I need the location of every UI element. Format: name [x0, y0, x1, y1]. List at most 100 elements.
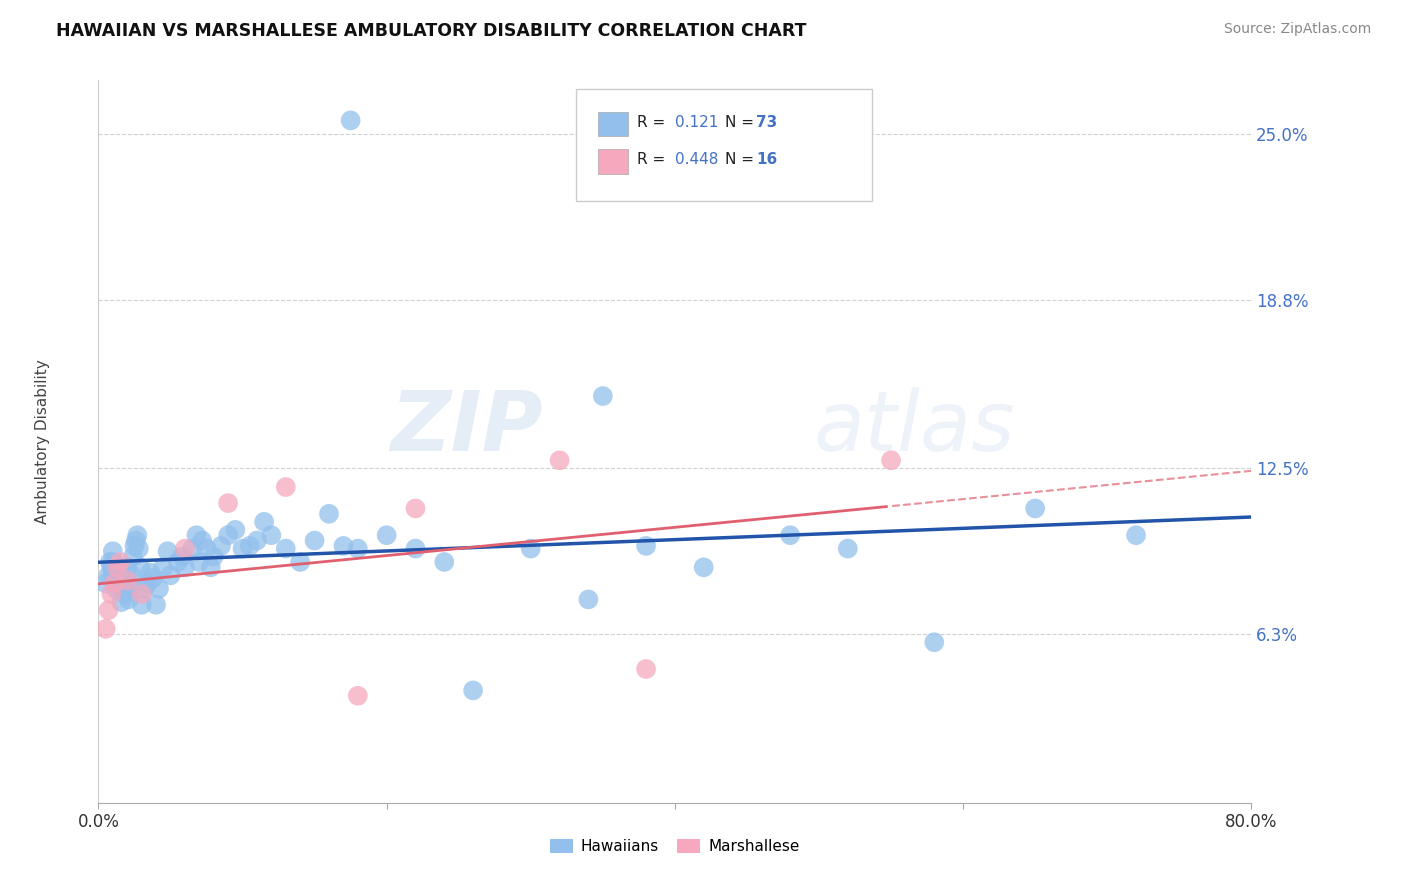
Text: ZIP: ZIP: [389, 386, 543, 467]
Text: 0.121: 0.121: [675, 115, 718, 129]
Point: [101, 555, 124, 569]
Point: [114, 587, 136, 601]
Point: [107, 563, 129, 577]
Point: [97, 568, 120, 582]
Text: Source: ZipAtlas.com: Source: ZipAtlas.com: [1223, 22, 1371, 37]
Point: [520, 541, 543, 556]
Point: [117, 574, 139, 588]
Point: [98, 555, 121, 569]
Point: [174, 560, 197, 574]
Point: [134, 582, 156, 596]
Point: [101, 544, 124, 558]
Text: N =: N =: [725, 153, 759, 167]
Point: [209, 539, 232, 553]
Point: [131, 587, 153, 601]
Point: [108, 555, 131, 569]
Point: [121, 568, 143, 582]
Point: [111, 582, 134, 596]
Point: [142, 571, 165, 585]
Point: [253, 515, 276, 529]
Point: [117, 574, 139, 588]
Point: [118, 592, 141, 607]
Point: [122, 549, 145, 564]
Point: [304, 533, 326, 548]
Point: [195, 541, 218, 556]
Point: [779, 528, 801, 542]
Point: [94, 576, 117, 591]
Point: [103, 576, 125, 591]
Point: [152, 560, 174, 574]
Text: 16: 16: [756, 153, 778, 167]
Point: [339, 113, 361, 128]
Point: [636, 662, 658, 676]
Text: atlas: atlas: [813, 386, 1015, 467]
Point: [260, 528, 283, 542]
Text: 73: 73: [756, 115, 778, 129]
Text: HAWAIIAN VS MARSHALLESE AMBULATORY DISABILITY CORRELATION CHART: HAWAIIAN VS MARSHALLESE AMBULATORY DISAB…: [56, 22, 807, 40]
Point: [217, 496, 239, 510]
Point: [100, 587, 122, 601]
Point: [1024, 501, 1046, 516]
Point: [108, 560, 131, 574]
Point: [139, 566, 162, 580]
Point: [837, 541, 859, 556]
Point: [148, 582, 170, 596]
Point: [94, 622, 117, 636]
Point: [375, 528, 398, 542]
Point: [346, 689, 368, 703]
Point: [128, 541, 150, 556]
Point: [880, 453, 903, 467]
Text: N =: N =: [725, 115, 759, 129]
Point: [101, 566, 124, 580]
Point: [405, 501, 427, 516]
Point: [166, 555, 188, 569]
Point: [145, 598, 167, 612]
Point: [548, 453, 571, 467]
Text: R =: R =: [637, 115, 671, 129]
Point: [290, 555, 312, 569]
Point: [231, 541, 254, 556]
Point: [318, 507, 340, 521]
Point: [112, 576, 135, 591]
Point: [202, 549, 225, 564]
Point: [129, 560, 152, 574]
Point: [461, 683, 484, 698]
Point: [159, 568, 181, 582]
Point: [131, 598, 153, 612]
Point: [120, 582, 142, 596]
Point: [105, 560, 128, 574]
Point: [124, 539, 146, 553]
Point: [105, 568, 128, 582]
Point: [578, 592, 600, 607]
Legend: Hawaiians, Marshallese: Hawaiians, Marshallese: [544, 833, 806, 860]
Point: [274, 541, 297, 556]
Point: [186, 528, 208, 542]
Point: [636, 539, 658, 553]
Point: [1125, 528, 1147, 542]
Point: [346, 541, 368, 556]
Point: [239, 539, 262, 553]
Point: [181, 541, 204, 556]
Point: [592, 389, 614, 403]
Point: [274, 480, 297, 494]
Point: [433, 555, 456, 569]
Point: [693, 560, 716, 574]
Point: [224, 523, 246, 537]
Point: [104, 582, 127, 596]
Point: [405, 541, 427, 556]
Point: [246, 533, 269, 548]
Point: [110, 595, 132, 609]
Point: [97, 603, 120, 617]
Point: [100, 560, 122, 574]
Point: [217, 528, 239, 542]
Point: [127, 528, 149, 542]
Text: 0.448: 0.448: [675, 153, 718, 167]
Point: [174, 541, 197, 556]
Y-axis label: Ambulatory Disability: Ambulatory Disability: [35, 359, 51, 524]
Point: [156, 544, 179, 558]
Point: [136, 576, 159, 591]
Point: [125, 533, 148, 548]
Point: [332, 539, 354, 553]
Point: [191, 533, 214, 548]
Point: [188, 555, 211, 569]
